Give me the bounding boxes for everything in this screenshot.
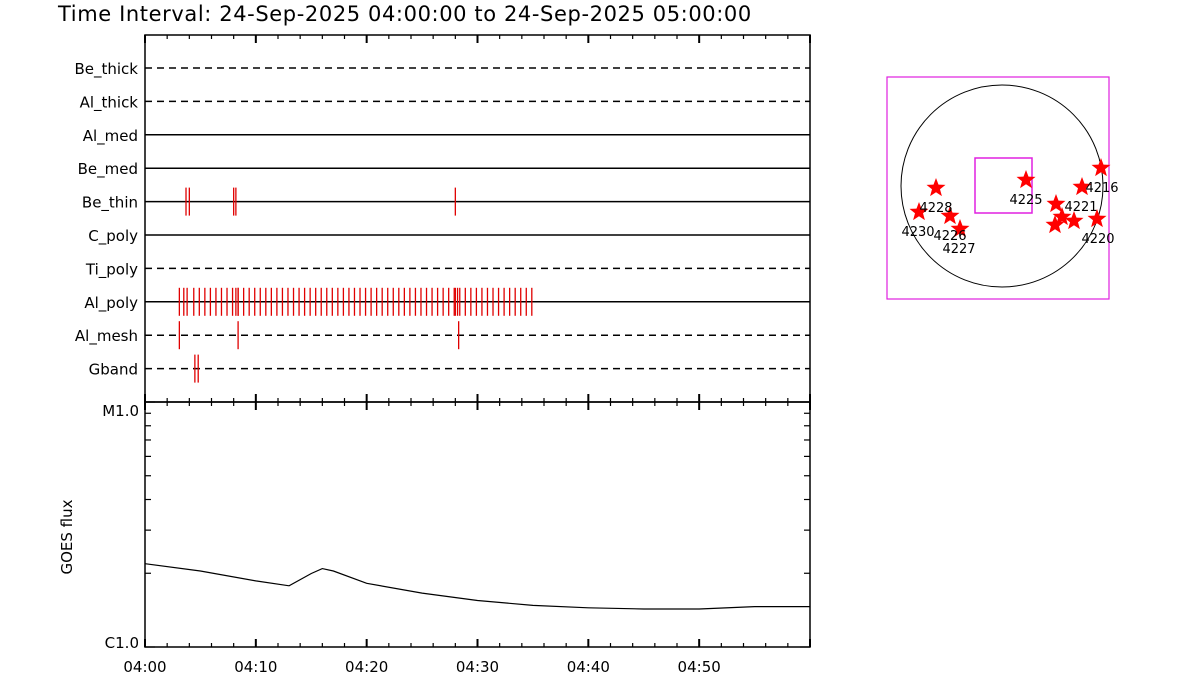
region-label-4220: 4220 — [1081, 232, 1114, 247]
row-label-ti_poly: Ti_poly — [85, 260, 138, 279]
region-label-4216: 4216 — [1085, 181, 1118, 196]
goes-flux-line — [144, 563, 810, 610]
region-label-4227: 4227 — [942, 242, 975, 257]
region-star — [950, 219, 970, 238]
region-star — [909, 202, 929, 221]
region-star — [1091, 158, 1111, 177]
row-label-al_mesh: Al_mesh — [75, 327, 138, 346]
region-label-4230: 4230 — [901, 225, 934, 240]
region-star — [1072, 177, 1092, 196]
x-tick-label: 04:50 — [678, 658, 721, 676]
region-star — [1064, 211, 1084, 230]
region-star — [1016, 170, 1036, 189]
row-label-c_poly: C_poly — [88, 227, 138, 246]
row-label-al_poly: Al_poly — [84, 294, 138, 313]
row-label-gband: Gband — [89, 361, 138, 379]
region-label-4221: 4221 — [1064, 200, 1097, 215]
page-title: Time Interval: 24-Sep-2025 04:00:00 to 2… — [58, 2, 752, 26]
event-timeline-panel: Be_thick Al_thick Al_med Be_med Be_thin C_pol… — [74, 34, 811, 403]
region-star — [926, 178, 946, 197]
region-star — [940, 206, 960, 225]
row-label-be_thick: Be_thick — [74, 60, 138, 79]
region-star — [1087, 209, 1107, 228]
row-label-al_med: Al_med — [83, 127, 138, 146]
solar-disk — [900, 84, 1104, 288]
timeline-frame — [144, 34, 811, 403]
region-label-4226: 4226 — [933, 229, 966, 244]
row-label-be_med: Be_med — [78, 160, 138, 179]
region-label-4228: 4228 — [919, 201, 952, 216]
x-tick-label: 04:40 — [567, 658, 610, 676]
x-tick-label: 04:30 — [456, 658, 499, 676]
region-star — [1045, 215, 1065, 234]
row-label-be_thin: Be_thin — [82, 194, 138, 213]
x-tick-label: 04:20 — [345, 658, 388, 676]
goes-flux-panel: GOES flux M1.0 C1.0 04:00 04:10 04:20 04:30… — [58, 394, 811, 676]
x-tick-label: 04:10 — [234, 658, 277, 676]
x-tick-label: 04:00 — [123, 658, 166, 676]
region-star — [1052, 207, 1072, 226]
y-tick-label-top: M1.0 — [102, 402, 139, 420]
region-label-4225: 4225 — [1009, 193, 1042, 208]
row-label-al_thick: Al_thick — [80, 93, 139, 112]
goes-frame — [144, 401, 811, 648]
region-star — [1046, 194, 1066, 213]
y-tick-label-bottom: C1.0 — [105, 634, 139, 652]
map-frame — [886, 76, 1110, 300]
fov-box — [974, 157, 1033, 214]
y-axis-label: GOES flux — [58, 499, 76, 574]
